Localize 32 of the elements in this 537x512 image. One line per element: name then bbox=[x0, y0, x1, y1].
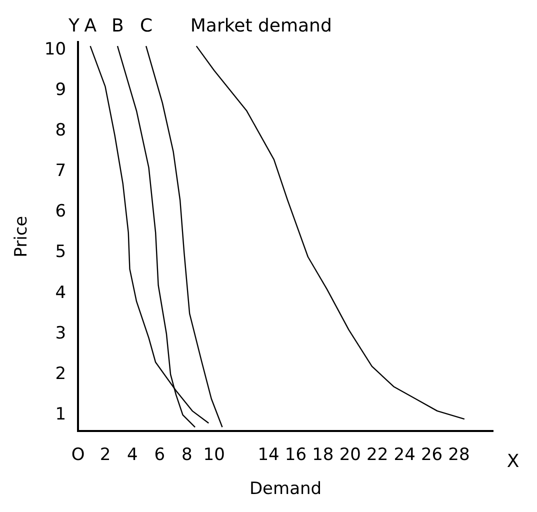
x-tick-label: 18 bbox=[312, 444, 334, 465]
x-tick-label: 20 bbox=[339, 444, 361, 465]
x-tick-label: 2 bbox=[100, 444, 111, 465]
y-tick-label: 3 bbox=[55, 323, 66, 344]
series-label: Market demand bbox=[190, 16, 332, 37]
series-label: C bbox=[140, 16, 153, 37]
text: Y bbox=[68, 16, 81, 37]
y-tick-label: 8 bbox=[55, 120, 66, 141]
text: X bbox=[506, 450, 520, 472]
series-label: B bbox=[111, 16, 124, 37]
y-tick-label: 10 bbox=[44, 40, 66, 60]
y-tick-label: 1 bbox=[55, 404, 66, 424]
x-tick-label: 4 bbox=[127, 444, 138, 465]
y-tick-label: 4 bbox=[55, 282, 66, 303]
x-tick-label: 16 bbox=[284, 444, 307, 465]
x-tick-label: 6 bbox=[154, 444, 166, 465]
y-tick-label: 6 bbox=[55, 202, 66, 222]
x-axis-title: Demand bbox=[249, 479, 322, 500]
y-tick-label: 9 bbox=[55, 80, 66, 100]
y-axis-title: Price bbox=[12, 216, 32, 258]
y-tick-label: 2 bbox=[55, 364, 66, 384]
y-tick-label: 5 bbox=[55, 242, 66, 262]
x-tick-label: 22 bbox=[366, 444, 388, 465]
x-tick-label: 28 bbox=[448, 444, 470, 465]
x-tick-label: O bbox=[71, 444, 85, 465]
x-tick-label: 24 bbox=[394, 444, 416, 465]
x-tick-label: 14 bbox=[258, 444, 280, 465]
y-tick-label: 7 bbox=[55, 161, 66, 182]
x-tick-label: 26 bbox=[420, 444, 443, 465]
x-tick-label: 8 bbox=[181, 444, 192, 465]
x-tick-label: 10 bbox=[203, 444, 225, 465]
series-label: A bbox=[84, 16, 98, 37]
